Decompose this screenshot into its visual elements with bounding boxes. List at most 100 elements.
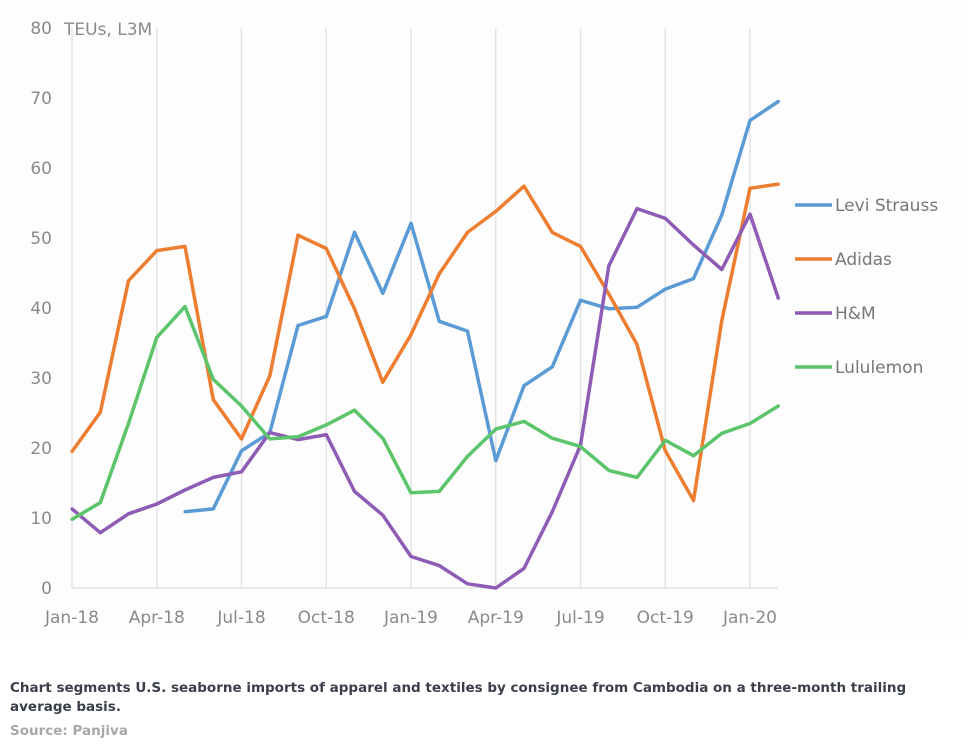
data-point: [183, 510, 187, 514]
x-tick-label: Jan-18: [44, 608, 99, 628]
data-point: [324, 423, 328, 427]
data-point: [776, 182, 780, 186]
data-point: [437, 272, 441, 276]
data-point: [296, 435, 300, 439]
data-point: [296, 323, 300, 328]
data-point: [663, 438, 667, 442]
series-line-lululemon: [71, 304, 780, 521]
data-point: [720, 319, 724, 323]
data-point: [607, 264, 611, 268]
data-point: [239, 449, 244, 453]
data-point: [239, 437, 244, 441]
data-point: [352, 230, 357, 234]
data-point: [268, 437, 272, 441]
y-tick-label: 40: [30, 299, 52, 319]
data-point: [381, 513, 385, 517]
data-point: [324, 246, 328, 251]
data-point: [296, 438, 300, 442]
data-point: [352, 489, 357, 493]
legend: Levi Strauss Adidas H&M Lululemon: [795, 196, 938, 378]
data-point: [748, 421, 752, 426]
data-point: [155, 502, 159, 506]
data-point: [550, 510, 554, 514]
data-point: [381, 380, 385, 384]
x-tick-label: Jan-20: [722, 608, 777, 628]
y-tick-label: 10: [30, 509, 52, 529]
data-point: [691, 277, 696, 281]
gridlines: [71, 28, 779, 589]
data-point: [691, 498, 696, 503]
data-point: [748, 212, 752, 216]
data-point: [494, 586, 498, 590]
data-point: [155, 249, 159, 253]
data-point: [465, 230, 470, 234]
data-point: [70, 507, 74, 511]
legend-label: H&M: [835, 304, 876, 324]
data-point: [183, 488, 187, 492]
data-point: [578, 298, 583, 302]
data-point: [635, 207, 639, 211]
x-axis-ticks: Jan-18 Apr-18 Jul-18 Oct-18 Jan-19 Apr-19 Jul-…: [44, 608, 777, 628]
data-point: [663, 449, 667, 453]
data-point: [635, 305, 639, 309]
data-point: [324, 433, 328, 437]
y-tick-label: 20: [30, 439, 52, 459]
data-point: [635, 342, 639, 346]
data-point: [98, 531, 102, 535]
data-point: [437, 489, 441, 493]
y-tick-label: 80: [30, 19, 52, 39]
data-point: [437, 564, 441, 568]
legend-label: Levi Strauss: [835, 196, 938, 216]
data-point: [522, 384, 526, 388]
data-point: [465, 329, 470, 333]
y-tick-label: 50: [30, 229, 52, 249]
data-point: [607, 307, 611, 311]
x-tick-label: Jul-18: [216, 608, 265, 628]
y-axis-ticks: 0 10 20 30 40 50 60 70 80: [30, 19, 52, 599]
data-point: [352, 408, 357, 412]
data-point: [748, 118, 752, 122]
data-point: [578, 244, 583, 248]
data-point: [409, 491, 413, 495]
data-point: [720, 213, 724, 217]
data-point: [720, 267, 724, 272]
y-tick-label: 0: [41, 579, 52, 599]
data-point: [776, 99, 780, 104]
data-point: [663, 216, 667, 220]
legend-label: Lululemon: [835, 358, 923, 378]
data-point: [352, 307, 357, 311]
data-point: [663, 287, 667, 291]
data-point: [296, 233, 300, 237]
x-tick-label: Apr-19: [468, 608, 524, 628]
data-point: [381, 291, 385, 295]
data-point: [550, 436, 554, 440]
data-point: [776, 404, 780, 408]
data-point: [522, 419, 526, 423]
data-point: [211, 398, 215, 402]
legend-label: Adidas: [835, 250, 892, 270]
data-point: [183, 305, 187, 309]
data-point: [748, 186, 752, 190]
data-point: [183, 244, 187, 248]
series-lines: [70, 99, 780, 590]
data-point: [437, 319, 441, 323]
data-point: [126, 421, 131, 426]
data-point: [465, 454, 470, 458]
data-point: [268, 374, 272, 378]
line-chart: 0 10 20 30 40 50 60 70 80 TEUs, L3M Jan-18 Apr-18…: [30, 19, 938, 628]
data-point: [70, 449, 74, 454]
data-point: [155, 335, 159, 339]
data-point: [98, 501, 102, 505]
chart-source: Source: Panjiva: [10, 723, 128, 739]
y-axis-label: TEUs, L3M: [63, 20, 152, 40]
data-point: [776, 296, 780, 300]
data-point: [522, 184, 526, 188]
chart-caption: Chart segments U.S. seaborne imports of …: [10, 680, 907, 715]
series-line-levi-strauss: [184, 100, 780, 514]
data-point: [494, 427, 498, 431]
data-point: [635, 475, 639, 479]
data-point: [494, 459, 498, 463]
data-point: [324, 314, 328, 318]
data-point: [607, 468, 611, 472]
data-point: [409, 333, 413, 337]
